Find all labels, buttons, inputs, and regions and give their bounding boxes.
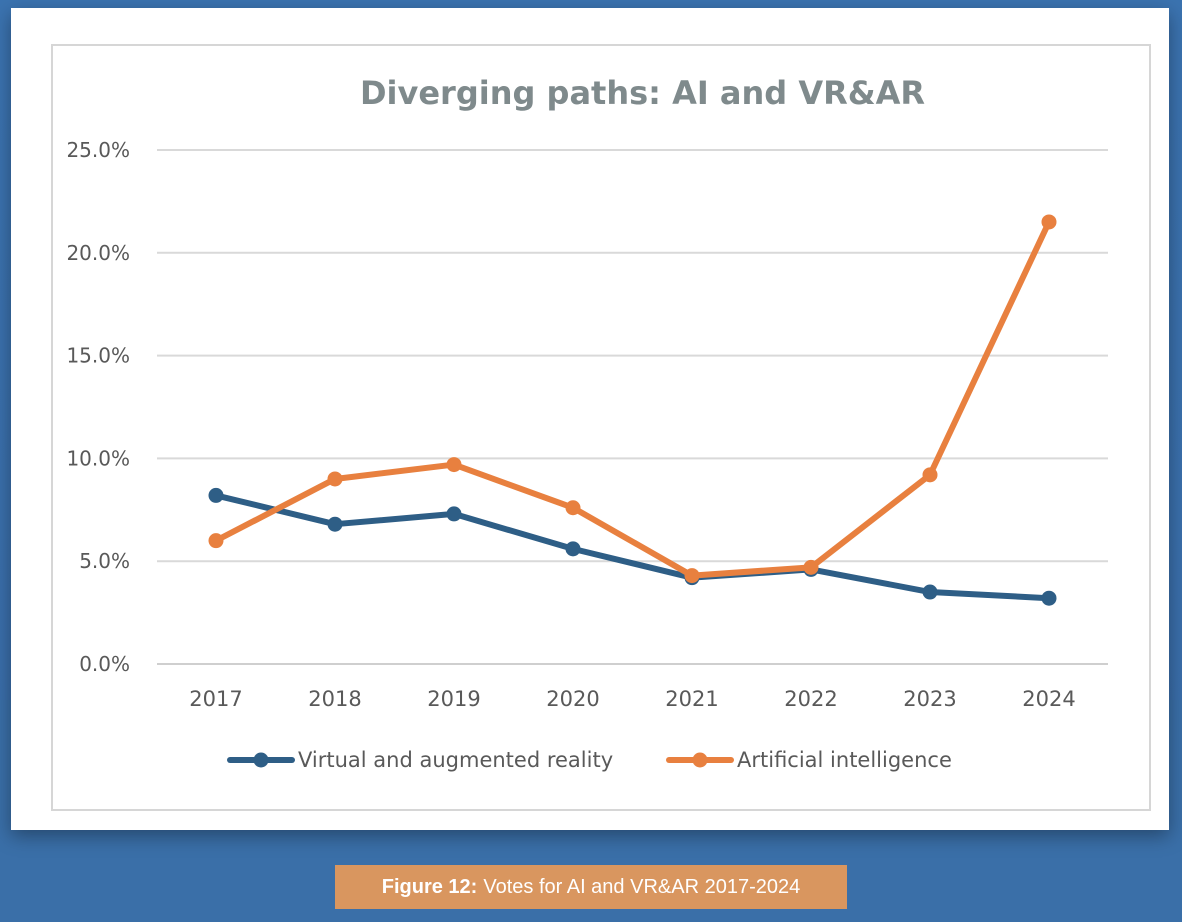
- legend-marker-0: [253, 752, 269, 768]
- y-tick-label: 5.0%: [79, 549, 130, 573]
- series-line-0: [213, 492, 1052, 602]
- data-point: [208, 533, 224, 549]
- series-line-1: [213, 218, 1052, 579]
- data-point: [1041, 214, 1057, 230]
- x-tick-label: 2024: [1022, 687, 1075, 711]
- chart-frame: Diverging paths: AI and VR&AR 0.0% 5.0% 10.…: [51, 44, 1151, 811]
- x-tick-label: 2017: [189, 687, 242, 711]
- legend-marker-1: [692, 752, 708, 768]
- x-tick-label: 2022: [784, 687, 837, 711]
- data-point: [922, 584, 938, 600]
- x-tick-label: 2019: [427, 687, 480, 711]
- x-tick-label: 2023: [903, 687, 956, 711]
- data-point: [1041, 590, 1057, 606]
- x-tick-label: 2018: [308, 687, 361, 711]
- y-tick-label: 0.0%: [79, 652, 130, 676]
- data-point: [446, 457, 462, 473]
- data-point: [208, 487, 224, 503]
- data-point: [327, 471, 343, 487]
- y-tick-label: 25.0%: [66, 138, 130, 162]
- data-point: [565, 541, 581, 557]
- caption-prefix: Figure 12:: [381, 875, 478, 898]
- caption-text: Votes for AI and VR&AR 2017-2024: [483, 875, 801, 898]
- data-point: [565, 500, 581, 516]
- data-point: [803, 559, 819, 575]
- data-point: [327, 516, 343, 532]
- chart-title: Diverging paths: AI and VR&AR: [360, 74, 925, 112]
- data-point: [446, 506, 462, 522]
- data-point: [922, 467, 938, 483]
- line-chart: Diverging paths: AI and VR&AR 0.0% 5.0% 10.…: [66, 74, 1108, 772]
- data-point: [684, 568, 700, 584]
- x-tick-label: 2021: [665, 687, 718, 711]
- legend-label-0: Virtual and augmented reality: [298, 748, 613, 772]
- y-tick-label: 10.0%: [66, 446, 130, 470]
- y-tick-label: 20.0%: [66, 241, 130, 265]
- figure-caption: Figure 12: Votes for AI and VR&AR 2017-2…: [335, 865, 847, 909]
- legend-label-1: Artificial intelligence: [737, 748, 952, 772]
- y-tick-label: 15.0%: [66, 344, 130, 368]
- x-tick-label: 2020: [546, 687, 599, 711]
